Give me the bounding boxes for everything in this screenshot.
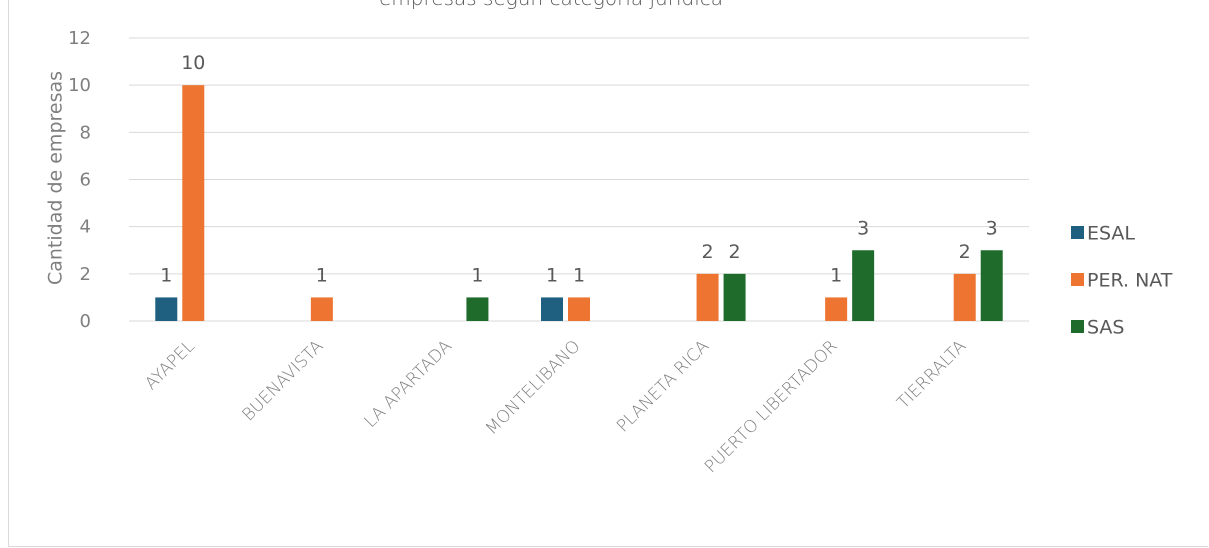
y-tick-label: 2: [80, 264, 91, 285]
y-tick-label: 6: [80, 170, 91, 191]
data-label: 2: [959, 241, 971, 263]
category-label: MONTELIBANO: [482, 336, 585, 439]
data-label: 1: [160, 264, 172, 286]
data-label: 1: [471, 264, 483, 286]
category-labels: AYAPEL BUENAVISTA LA APARTADA MONTELIBANO PL…: [141, 336, 970, 477]
bar-per-nat: [953, 273, 976, 321]
chart-title: empresas según categoría jurídica: [379, 0, 1079, 10]
bar-per-nat: [825, 297, 848, 321]
data-label: 1: [316, 264, 328, 286]
y-tick-label: 4: [80, 217, 91, 238]
y-axis-title: Cantidad de empresas: [45, 71, 67, 285]
chart-frame: empresas según categoría jurídica 0 2 4 6 8 1…: [8, 0, 1208, 547]
bar-per-nat: [310, 297, 333, 321]
legend-label: SAS: [1087, 317, 1124, 339]
bar-sas: [852, 250, 875, 321]
bar-sas: [723, 273, 746, 321]
legend-label: PER. NAT: [1087, 270, 1173, 292]
data-label: 2: [729, 241, 741, 263]
bar-esal: [155, 297, 178, 321]
y-tick-label: 10: [68, 75, 91, 96]
legend-swatch: [1071, 273, 1084, 286]
bars: [155, 85, 1003, 322]
category-label: BUENAVISTA: [239, 336, 328, 425]
category-label: TIERRALTA: [894, 336, 971, 413]
category-label: LA APARTADA: [360, 336, 456, 432]
y-tick-label: 0: [80, 311, 91, 332]
data-label: 1: [830, 264, 842, 286]
bar-sas: [466, 297, 489, 321]
data-label: 1: [546, 264, 558, 286]
bar-per-nat: [696, 273, 719, 321]
y-tick-labels: 0 2 4 6 8 10 12: [68, 28, 91, 332]
y-tick-label: 12: [68, 28, 91, 49]
bar-per-nat: [182, 85, 205, 322]
data-label: 10: [181, 52, 205, 74]
legend: ESAL PER. NAT SAS: [1071, 223, 1173, 339]
category-label: PLANETA RICA: [613, 336, 713, 436]
data-label: 1: [573, 264, 585, 286]
legend-swatch: [1071, 320, 1084, 333]
data-label: 2: [702, 241, 714, 263]
data-label: 3: [857, 217, 869, 239]
bar-sas: [980, 250, 1003, 321]
legend-swatch: [1071, 226, 1084, 239]
bar-esal: [541, 297, 563, 321]
legend-label: ESAL: [1087, 223, 1135, 245]
data-label: 3: [986, 217, 998, 239]
gridlines: [129, 37, 1029, 322]
bar-per-nat: [568, 297, 590, 321]
y-tick-label: 8: [80, 122, 91, 143]
category-label: AYAPEL: [141, 336, 199, 394]
category-label: PUERTO LIBERTADOR: [701, 336, 842, 477]
